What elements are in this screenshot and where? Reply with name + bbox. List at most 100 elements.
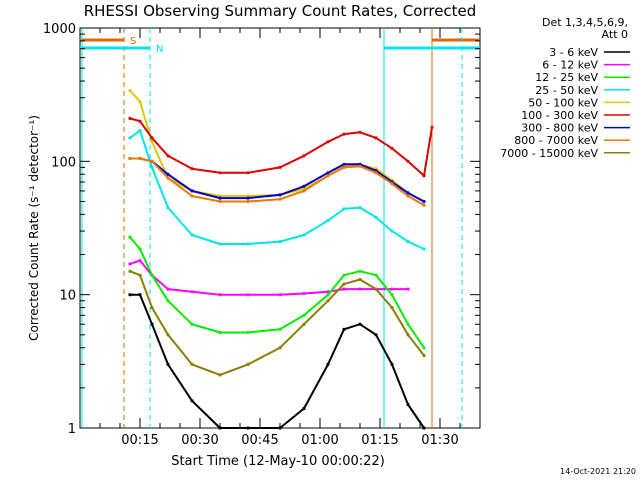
x-tick-label: 01:00 — [301, 433, 338, 448]
data-point — [278, 193, 282, 197]
series-layer — [128, 88, 434, 430]
data-point — [190, 399, 194, 403]
data-point — [358, 269, 362, 273]
data-point — [326, 293, 330, 297]
data-point — [390, 182, 394, 186]
data-point — [422, 346, 426, 350]
data-point — [374, 171, 378, 175]
data-point — [128, 269, 132, 273]
ticks-layer: 1 10 100 1000 00:15 00:30 00:45 01:00 01:15 01:30 — [43, 22, 481, 448]
data-point — [190, 322, 194, 326]
data-point — [326, 362, 330, 366]
data-point — [128, 88, 132, 93]
data-point — [430, 125, 434, 129]
data-point — [358, 277, 362, 282]
data-point — [278, 197, 282, 201]
data-point — [302, 233, 306, 237]
data-point — [406, 402, 410, 407]
legend-label: 50 - 100 keV — [528, 96, 598, 109]
data-point — [138, 129, 142, 133]
data-point — [374, 287, 378, 291]
data-point — [166, 362, 170, 366]
y-tick-label: 1000 — [43, 22, 76, 37]
data-point — [128, 116, 132, 120]
data-point — [374, 273, 378, 277]
data-point — [150, 306, 154, 310]
x-axis-label: Start Time (12-May-10 00:00:22) — [171, 454, 385, 469]
data-point — [406, 333, 410, 337]
data-point — [358, 206, 362, 210]
data-point — [150, 136, 154, 140]
data-point — [246, 426, 250, 430]
chart-title: RHESSI Observing Summary Count Rates, Co… — [84, 2, 477, 20]
data-point — [390, 287, 394, 291]
data-point — [358, 287, 362, 291]
series-line — [129, 236, 425, 349]
data-point — [406, 194, 410, 198]
data-point — [166, 333, 170, 337]
data-point — [390, 293, 394, 297]
data-point — [390, 229, 394, 233]
data-point — [246, 242, 250, 246]
data-point — [128, 293, 132, 297]
data-point — [166, 287, 170, 291]
data-point — [138, 259, 142, 263]
series-line — [129, 89, 425, 203]
data-point — [128, 136, 132, 140]
data-point — [342, 287, 346, 291]
x-tick-label: 00:45 — [241, 433, 278, 448]
data-point — [422, 426, 426, 430]
data-point — [278, 346, 282, 350]
legend-title-line-1: Det 1,3,4,5,6,9, — [542, 16, 628, 29]
data-point — [166, 154, 170, 158]
data-point — [218, 330, 222, 335]
data-point — [218, 199, 222, 204]
series-line — [129, 129, 425, 250]
data-point — [218, 196, 222, 200]
data-point — [166, 176, 170, 180]
legend-label: 100 - 300 keV — [521, 109, 598, 122]
data-point — [374, 215, 378, 219]
legend-title-line-2: Att 0 — [602, 28, 628, 41]
data-point — [406, 240, 410, 244]
data-point — [278, 240, 282, 244]
series-line — [129, 270, 425, 376]
series-line — [130, 293, 425, 429]
data-point — [406, 322, 410, 326]
data-point — [150, 273, 154, 277]
data-point — [150, 140, 154, 144]
data-point — [422, 353, 426, 358]
y-axis-label: Corrected Count Rate (s⁻¹ detector⁻¹) — [27, 115, 41, 341]
data-point — [150, 159, 154, 163]
data-point — [128, 262, 132, 266]
data-point — [278, 327, 282, 331]
data-point — [326, 140, 330, 144]
data-point — [302, 291, 306, 296]
observing-intervals: SN — [80, 28, 480, 428]
data-point — [138, 119, 142, 123]
data-point — [138, 156, 142, 161]
data-point — [128, 235, 132, 239]
data-point — [218, 373, 222, 377]
footer-timestamp: 14-Oct-2021 21:20 — [560, 467, 636, 476]
data-point — [342, 207, 346, 211]
data-point — [278, 165, 282, 169]
y-tick-label: 1 — [68, 422, 76, 437]
legend-label: 3 - 6 keV — [549, 46, 598, 59]
legend-label: 25 - 50 keV — [535, 84, 598, 97]
data-point — [342, 282, 346, 286]
data-point — [422, 174, 426, 178]
interval-label: S — [130, 36, 136, 47]
data-point — [246, 171, 250, 175]
series-line — [130, 157, 425, 206]
data-point — [342, 327, 346, 331]
data-point — [246, 293, 250, 297]
data-point — [374, 136, 378, 140]
data-point — [422, 199, 426, 204]
data-point — [342, 132, 346, 136]
data-point — [374, 333, 378, 337]
legend-label: 6 - 12 keV — [542, 59, 598, 72]
